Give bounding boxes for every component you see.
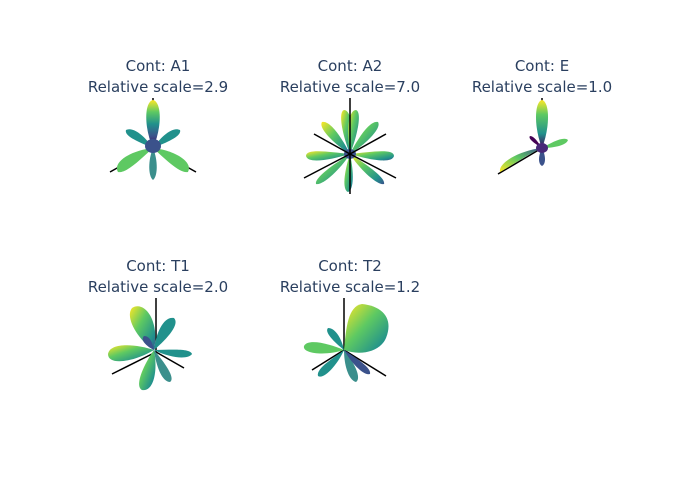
surface-plot-t2[interactable] (290, 298, 410, 408)
panel-title: Cont: A2 (317, 57, 383, 75)
axes-lines (303, 98, 397, 194)
panel-title: Cont: T1 (126, 257, 190, 275)
surface-plot-e[interactable] (482, 98, 602, 208)
panel-title: Cont: E (514, 57, 570, 75)
axes-lines (311, 298, 387, 377)
lobes (499, 100, 568, 172)
axes-lines (497, 98, 543, 175)
panel-subtitle: Relative scale=2.0 (87, 278, 229, 296)
panel-e: Cont: E Relative scale=1.0 (447, 56, 637, 208)
panel-subtitle: Relative scale=1.0 (471, 78, 613, 96)
panel-a1: Cont: A1 Relative scale=2.9 (63, 56, 253, 208)
panel-title: Cont: T2 (318, 257, 382, 275)
panel-t2: Cont: T2 Relative scale=1.2 (255, 256, 445, 408)
surface-plot-a2[interactable] (290, 98, 410, 208)
panel-a2: Cont: A2 Relative scale=7.0 (255, 56, 445, 208)
panel-title: Cont: A1 (125, 57, 191, 75)
panel-subtitle: Relative scale=7.0 (279, 78, 421, 96)
panel-t1: Cont: T1 Relative scale=2.0 (63, 256, 253, 408)
lobes (116, 100, 190, 180)
surface-plot-a1[interactable] (98, 98, 218, 208)
lobes (108, 306, 192, 391)
surface-plot-t1[interactable] (98, 298, 218, 408)
lobes (303, 304, 389, 382)
panel-subtitle: Relative scale=2.9 (87, 78, 229, 96)
panel-subtitle: Relative scale=1.2 (279, 278, 421, 296)
